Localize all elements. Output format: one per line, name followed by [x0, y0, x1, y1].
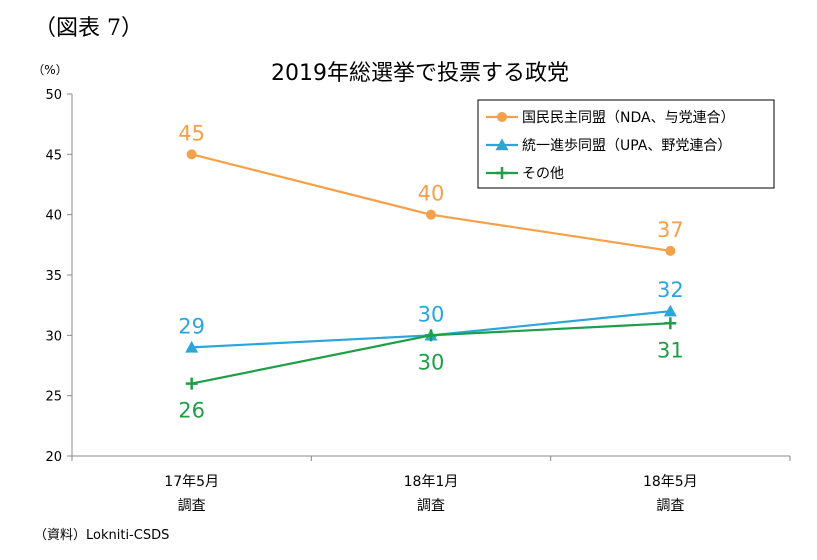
- legend: 国民民主同盟（NDA、与党連合） 統一進歩同盟（UPA、野党連合） その他: [477, 99, 775, 189]
- data-point: [495, 138, 509, 151]
- series-group: 45 40 37: [178, 121, 684, 256]
- data-point: [425, 329, 437, 342]
- data-label: 32: [657, 278, 684, 302]
- data-point: [426, 209, 436, 220]
- y-tick-label: 50: [45, 88, 62, 103]
- data-label: 31: [657, 338, 684, 362]
- x-category-label: 18年1月: [404, 474, 459, 490]
- y-tick-label: 35: [45, 269, 62, 284]
- y-tick-label: 20: [45, 450, 62, 465]
- y-tick-label: 40: [45, 209, 62, 224]
- source-note: （資料）Lokniti-CSDS: [34, 528, 170, 543]
- data-label: 30: [418, 350, 445, 374]
- legend-entry: その他: [522, 166, 564, 182]
- data-label: 30: [418, 302, 445, 326]
- data-point: [663, 304, 677, 317]
- x-category-label: 調査: [417, 498, 445, 514]
- data-point: [186, 149, 197, 160]
- legend-entry: 統一進歩同盟（UPA、野党連合）: [522, 138, 731, 154]
- data-point: [496, 167, 508, 179]
- data-point: [665, 245, 676, 256]
- data-label: 40: [418, 182, 445, 206]
- figure-label: （図表 7）: [34, 16, 143, 41]
- y-unit-label: （%）: [32, 63, 67, 77]
- data-label: 29: [178, 314, 205, 338]
- data-label: 45: [178, 121, 205, 145]
- chart-title: 2019年総選挙で投票する政党: [271, 61, 569, 86]
- data-point: [497, 112, 507, 122]
- x-category-label: 調査: [656, 498, 684, 514]
- y-tick-label: 25: [45, 390, 62, 405]
- data-point: [185, 340, 199, 353]
- data-point: [664, 317, 677, 330]
- x-category-label: 調査: [178, 498, 206, 514]
- data-label: 26: [178, 399, 205, 423]
- x-category-label: 17年5月: [164, 474, 219, 490]
- legend-box: [477, 99, 775, 189]
- legend-entry: 国民民主同盟（NDA、与党連合）: [522, 110, 735, 126]
- series-group: 26 30 31: [178, 317, 684, 423]
- series-group: 29 30 32: [178, 278, 684, 353]
- data-point: [185, 377, 198, 390]
- y-tick-label: 45: [45, 148, 62, 163]
- data-label: 37: [657, 218, 684, 242]
- x-category-label: 18年5月: [643, 474, 698, 490]
- series-layer: 45 40 37 29 30 32 26 30 31: [178, 121, 683, 422]
- y-tick-label: 30: [45, 329, 62, 344]
